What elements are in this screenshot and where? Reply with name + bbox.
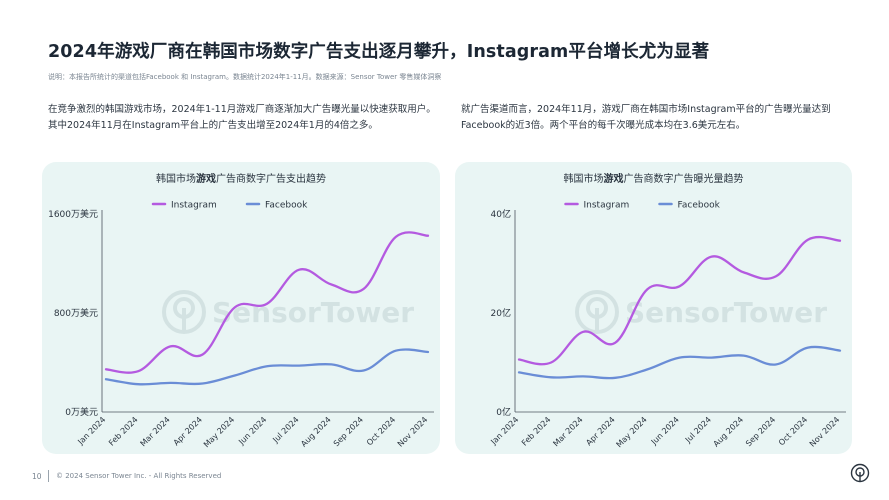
series-line-instagram xyxy=(517,235,842,366)
chart-title-part: 广告商数字广告曝光量趋势 xyxy=(624,172,744,185)
watermark: SensorTower xyxy=(162,290,414,334)
y-tick-label: 20亿 xyxy=(491,307,511,319)
series-line-instagram xyxy=(104,231,430,374)
y-tick-label: 0万美元 xyxy=(65,406,98,418)
y-tick-label: 800万美元 xyxy=(54,307,98,319)
x-tick-label: Nov 2024 xyxy=(396,415,430,449)
x-tick-label: Oct 2024 xyxy=(777,415,809,447)
x-tick-label: Feb 2024 xyxy=(520,415,553,448)
x-tick-label: Oct 2024 xyxy=(365,415,397,447)
x-tick-label: Jan 2024 xyxy=(488,415,520,447)
watermark-text: SensorTower xyxy=(625,296,827,329)
x-tick-label: Jun 2024 xyxy=(649,415,681,447)
watermark-text: SensorTower xyxy=(212,296,414,329)
x-tick-label: Jul 2024 xyxy=(271,415,301,445)
impressions-chart: SensorTower 韩国市场游戏广告商数字广告曝光量趋势 Instagram Fa… xyxy=(488,172,846,449)
chart-panel-impressions: SensorTower 韩国市场游戏广告商数字广告曝光量趋势 Instagram Fa… xyxy=(455,162,852,454)
sensor-tower-logo-icon xyxy=(850,463,870,483)
chart-title-bold: 游戏 xyxy=(604,172,624,185)
watermark-icon xyxy=(575,290,619,334)
footer-divider xyxy=(48,470,49,482)
watermark-icon-inner xyxy=(173,297,195,319)
legend-label-instagram: Instagram xyxy=(584,201,630,211)
series-line-facebook xyxy=(517,345,842,380)
watermark-icon-inner xyxy=(586,297,608,319)
chart-title: 韩国市场游戏广告商数字广告支出趋势 xyxy=(156,172,326,185)
x-tick-label: Jun 2024 xyxy=(236,415,268,447)
x-tick-label: Jan 2024 xyxy=(75,415,107,447)
x-tick-label: Aug 2024 xyxy=(299,415,333,449)
x-tick-label: Mar 2024 xyxy=(139,415,172,448)
chart-title: 韩国市场游戏广告商数字广告曝光量趋势 xyxy=(564,172,744,185)
x-tick-label: Sep 2024 xyxy=(332,415,365,448)
x-tick-label: Nov 2024 xyxy=(808,415,842,449)
x-tick-label: Mar 2024 xyxy=(551,415,584,448)
x-tick-label: Jul 2024 xyxy=(683,415,713,445)
copyright: © 2024 Sensor Tower Inc. - All Rights Re… xyxy=(56,472,222,480)
chart-title-part: 广告商数字广告支出趋势 xyxy=(216,172,326,185)
x-tick-label: Apr 2024 xyxy=(584,415,616,447)
x-tick-label: May 2024 xyxy=(202,415,236,449)
chart-title-part: 韩国市场 xyxy=(156,172,196,185)
watermark-icon xyxy=(162,290,206,334)
page-title: 2024年游戏厂商在韩国市场数字广告支出逐月攀升，Instagram平台增长尤为… xyxy=(48,42,710,62)
x-tick-label: Apr 2024 xyxy=(172,415,204,447)
spend-chart: SensorTower 韩国市场游戏广告商数字广告支出趋势 Instagram Fac… xyxy=(48,172,434,449)
series-line-facebook xyxy=(104,348,430,386)
y-tick-label: 40亿 xyxy=(491,208,511,220)
legend-label-facebook: Facebook xyxy=(265,201,308,211)
legend-label-instagram: Instagram xyxy=(171,201,217,211)
x-tick-label: Feb 2024 xyxy=(107,415,140,448)
x-tick-label: Aug 2024 xyxy=(712,415,746,449)
legend-label-facebook: Facebook xyxy=(678,201,721,211)
watermark: SensorTower xyxy=(575,290,827,334)
chart-title-part: 韩国市场 xyxy=(564,172,604,185)
x-tick-label: May 2024 xyxy=(615,415,649,449)
chart-panel-spend: SensorTower 韩国市场游戏广告商数字广告支出趋势 Instagram Fac… xyxy=(42,162,440,454)
y-tick-label: 1600万美元 xyxy=(48,208,98,220)
chart-title-bold: 游戏 xyxy=(196,172,216,185)
x-tick-label: Sep 2024 xyxy=(744,415,777,448)
paragraph-right: 就广告渠道而言，2024年11月，游戏厂商在韩国市场Instagram平台的广告… xyxy=(461,104,831,131)
page-number: 10 xyxy=(32,472,42,481)
y-tick-label: 0亿 xyxy=(496,406,511,418)
source-note: 说明：本报告所统计的渠道包括Facebook 和 Instagram。数据统计2… xyxy=(48,73,442,81)
paragraph-left: 在竞争激烈的韩国游戏市场，2024年1-11月游戏厂商逐渐加大广告曝光量以快速获… xyxy=(48,104,436,131)
